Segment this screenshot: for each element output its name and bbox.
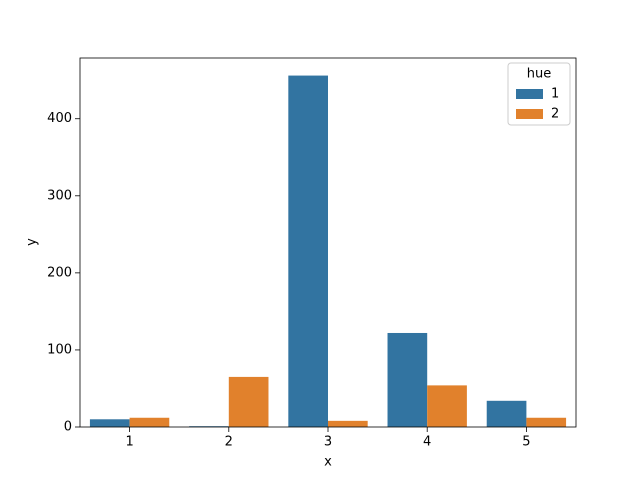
x-tick-label: 2 [225,435,233,450]
legend-title: hue [527,67,551,82]
bar [526,417,567,427]
bar [427,385,467,427]
x-axis-label: x [324,455,332,470]
bar [387,332,428,427]
legend-swatch [516,89,543,99]
bar [129,417,170,427]
y-tick-label: 300 [47,188,72,203]
x-tick-label: 3 [324,435,332,450]
bar [89,419,130,427]
bar [328,420,368,427]
x-tick-label: 4 [423,435,431,450]
y-tick-label: 0 [64,420,72,435]
bar [486,400,527,427]
legend-label: 2 [551,107,559,122]
y-tick-label: 400 [47,111,72,126]
bar [228,376,269,427]
legend-label: 1 [551,87,559,102]
x-tick-label: 1 [125,435,133,450]
y-tick-label: 100 [47,342,72,357]
y-axis-label: y [25,238,40,246]
x-tick-label: 5 [522,435,530,450]
y-tick-label: 200 [47,265,72,280]
bar [288,75,328,428]
legend-swatch [516,109,543,119]
plot-frame [79,57,577,428]
